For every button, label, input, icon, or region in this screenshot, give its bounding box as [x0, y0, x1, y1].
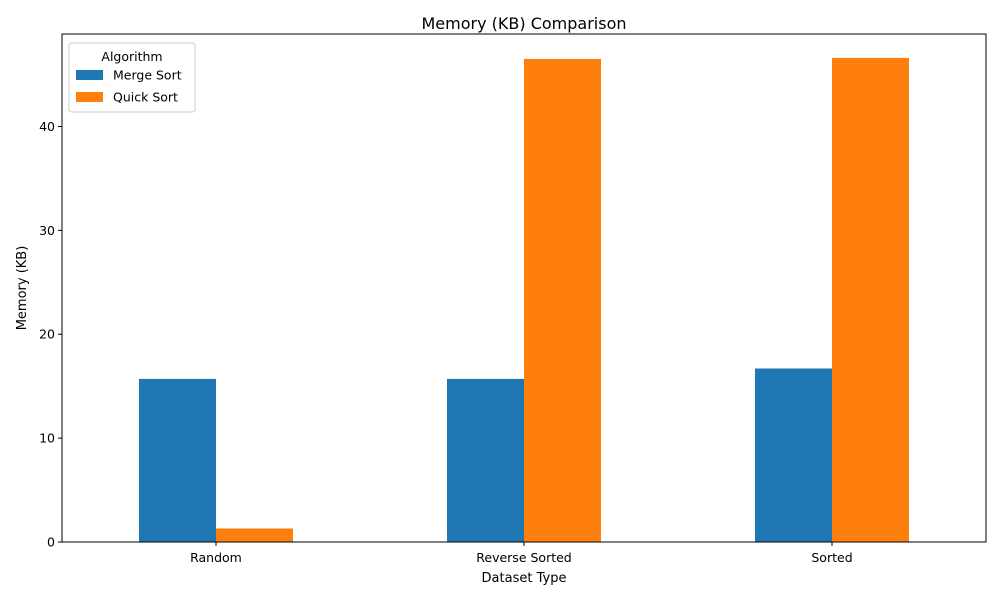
- legend-label: Quick Sort: [113, 90, 178, 105]
- bar-merge-sort-random: [139, 378, 216, 542]
- legend-swatch: [76, 70, 103, 80]
- bar-quick-sort-reverse-sorted: [524, 58, 601, 542]
- x-tick-label: Sorted: [811, 550, 852, 565]
- bar-merge-sort-reverse-sorted: [447, 378, 524, 542]
- y-tick-label: 20: [39, 327, 55, 342]
- legend-title: Algorithm: [101, 49, 162, 64]
- y-tick-label: 0: [47, 535, 55, 550]
- legend-swatch: [76, 92, 103, 102]
- x-axis: Random Reverse Sorted Sorted: [190, 542, 853, 565]
- bar-quick-sort-random: [216, 528, 293, 542]
- legend: Algorithm Merge Sort Quick Sort: [68, 42, 196, 113]
- bar-merge-sort-sorted: [755, 368, 832, 542]
- y-axis: 0 10 20 30 40: [39, 119, 62, 550]
- plot-frame: [61, 33, 987, 543]
- y-tick-label: 30: [39, 223, 55, 238]
- chart-title: Memory (KB) Comparison: [422, 14, 627, 33]
- x-axis-label: Dataset Type: [482, 571, 567, 586]
- y-axis-label: Memory (KB): [15, 246, 30, 331]
- x-tick-label: Random: [190, 550, 242, 565]
- bar-quick-sort-sorted: [832, 57, 909, 542]
- y-tick-label: 40: [39, 119, 55, 134]
- bars-group: [139, 57, 909, 542]
- legend-label: Merge Sort: [113, 68, 182, 83]
- y-tick-label: 10: [39, 431, 55, 446]
- legend-items: Merge Sort Quick Sort: [76, 68, 182, 105]
- x-tick-label: Reverse Sorted: [476, 550, 571, 565]
